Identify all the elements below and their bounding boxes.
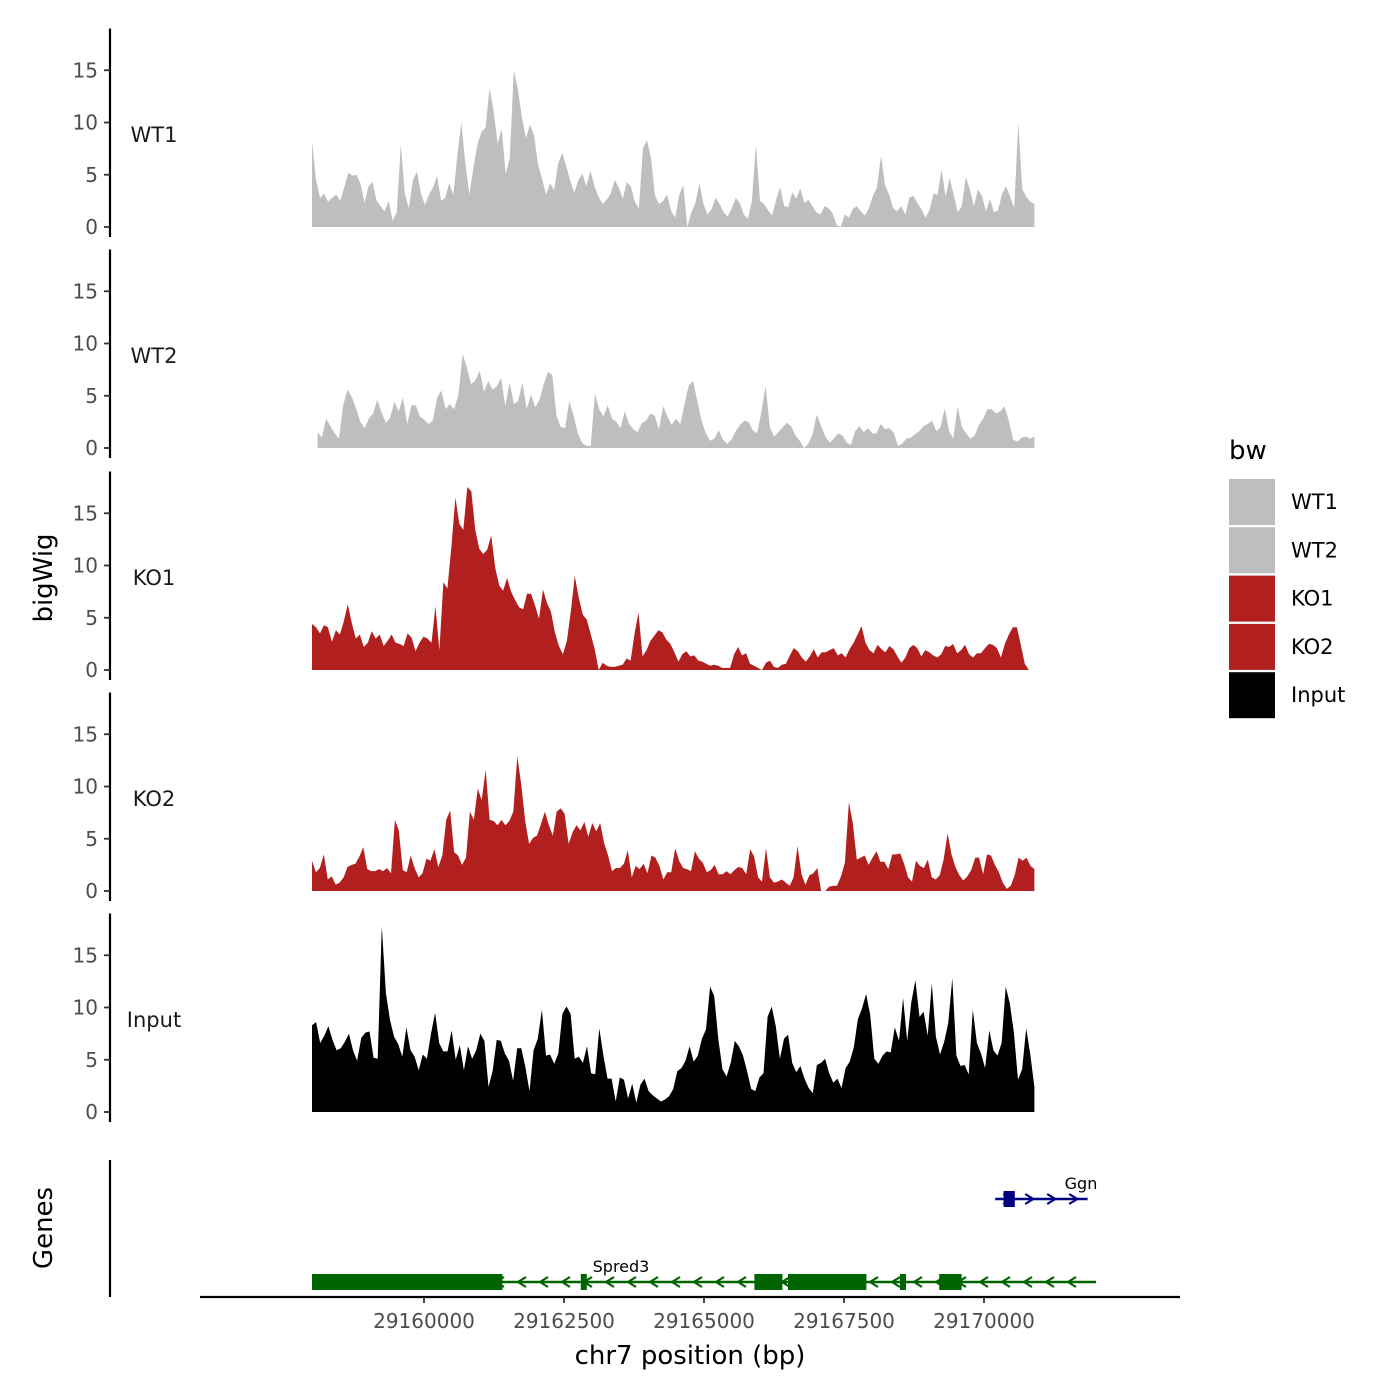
track-wt1-y-tick-label: 0: [85, 215, 98, 239]
gene-spred3-strand-arrow: [515, 1276, 527, 1288]
track-ko2-y-tick-label: 10: [73, 775, 98, 799]
gene-spred3-strand-arrow: [735, 1276, 747, 1288]
track-input-y-tick-label: 15: [73, 943, 98, 967]
track-ko1-label: KO1: [133, 566, 176, 590]
gene-spred3-strand-arrow: [647, 1276, 659, 1288]
x-tick-label: 29162500: [513, 1309, 615, 1333]
legend-label-wt1: WT1: [1291, 490, 1338, 514]
gene-spred3-strand-arrow: [889, 1276, 901, 1288]
legend-swatch-wt1: [1229, 479, 1275, 525]
legend-swatch-ko2: [1229, 623, 1275, 670]
track-wt1-y-tick-label: 15: [73, 58, 98, 82]
track-wt2-area: [317, 353, 1035, 448]
track-wt2-y-tick-label: 5: [85, 384, 98, 408]
track-input-label: Input: [127, 1008, 181, 1032]
track-ko1-area: [312, 487, 1029, 670]
gene-ggn: Ggn: [995, 1174, 1097, 1207]
legend-swatch-ko1: [1229, 575, 1275, 622]
track-ko2-area: [312, 756, 1035, 891]
track-input: 0 5 10 15 Input: [73, 913, 1035, 1124]
gene-spred3-exon: [788, 1274, 867, 1290]
gene-annotation-track: Spred3 Ggn: [108, 1160, 1097, 1297]
track-ko2-y-tick-label: 0: [85, 879, 98, 903]
track-input-y-tick-label: 10: [73, 996, 98, 1020]
gene-spred3-exon: [754, 1274, 783, 1290]
legend-label-ko1: KO1: [1291, 587, 1334, 611]
track-wt2-label: WT2: [131, 344, 178, 368]
track-ko2-y-tick-label: 15: [73, 722, 98, 746]
track-wt1: 0 5 10 15 WT1: [73, 28, 1035, 239]
gene-spred3-strand-arrow: [977, 1276, 989, 1288]
x-tick-label: 29160000: [373, 1309, 475, 1333]
track-input-y-tick-label: 5: [85, 1048, 98, 1072]
track-ko1-y-tick-label: 15: [73, 501, 98, 525]
legend-label-ko2: KO2: [1291, 635, 1334, 659]
gene-spred3-strand-arrow: [625, 1276, 637, 1288]
gene-spred3-strand-arrow: [537, 1276, 549, 1288]
track-wt2: 0 5 10 15 WT2: [73, 249, 1035, 460]
gene-spred3-strand-arrow: [603, 1276, 615, 1288]
track-wt1-y-tick-label: 10: [73, 111, 98, 135]
track-ko2: 0 5 10 15 KO2: [73, 692, 1035, 903]
track-wt1-label: WT1: [131, 123, 178, 147]
track-ko1-y-tick-label: 10: [73, 554, 98, 578]
track-ko1: 0 5 10 15 KO1: [73, 471, 1029, 682]
gene-spred3-strand-arrow: [713, 1276, 725, 1288]
track-wt2-y-tick-label: 15: [73, 279, 98, 303]
track-input-area: [312, 926, 1035, 1112]
y-axis-title: bigWig: [29, 533, 59, 622]
legend-swatch-wt2: [1229, 527, 1275, 574]
gene-ggn-strand-arrow: [1024, 1193, 1036, 1205]
track-wt1-y-tick-label: 5: [85, 163, 98, 187]
x-tick-label: 29170000: [933, 1309, 1035, 1333]
genes-axis-title: Genes: [29, 1187, 59, 1269]
x-tick-label: 29167500: [793, 1309, 895, 1333]
track-ko1-y-tick-label: 0: [85, 658, 98, 682]
track-wt2-y-tick-label: 10: [73, 332, 98, 356]
track-ko1-y-tick-label: 5: [85, 606, 98, 630]
track-wt2-y-tick-label: 0: [85, 436, 98, 460]
gene-spred3-strand-arrow: [867, 1276, 879, 1288]
gene-spred3: Spred3: [312, 1257, 1096, 1290]
gene-spred3-strand-arrow: [911, 1276, 923, 1288]
gene-ggn-exon: [1003, 1191, 1015, 1207]
gene-ggn-strand-arrow: [1046, 1193, 1058, 1205]
coverage-tracks: 0 5 10 15 WT1 0 5 10 15 WT2 0 5 10 15 KO1 0 5 10 15 KO2 0 5 10…: [73, 28, 1035, 1124]
gene-spred3-exon: [580, 1274, 587, 1290]
track-input-y-tick-label: 0: [85, 1100, 98, 1124]
legend-label-input: Input: [1291, 683, 1345, 707]
legend-label-wt2: WT2: [1291, 538, 1338, 562]
track-ko2-label: KO2: [133, 787, 176, 811]
gene-spred3-strand-arrow: [1065, 1276, 1077, 1288]
gene-spred3-exon: [939, 1274, 962, 1290]
gene-spred3-label: Spred3: [593, 1257, 650, 1276]
legend: bw WT1 WT2 KO1 KO2 Input: [1229, 436, 1345, 719]
x-tick-label: 29165000: [653, 1309, 755, 1333]
legend-title: bw: [1229, 436, 1267, 466]
gene-spred3-exon: [312, 1274, 503, 1290]
gene-spred3-strand-arrow: [669, 1276, 681, 1288]
gene-spred3-strand-arrow: [1021, 1276, 1033, 1288]
gene-spred3-strand-arrow: [691, 1276, 703, 1288]
track-ko2-y-tick-label: 5: [85, 827, 98, 851]
track-wt1-area: [312, 70, 1035, 227]
gene-spred3-strand-arrow: [1043, 1276, 1055, 1288]
gene-ggn-label: Ggn: [1065, 1174, 1098, 1193]
legend-swatch-input: [1229, 672, 1275, 719]
gene-spred3-strand-arrow: [559, 1276, 571, 1288]
gene-ggn-strand-arrow: [1068, 1193, 1080, 1205]
x-axis-title: chr7 position (bp): [575, 1341, 806, 1371]
x-axis: 29160000 29162500 29165000 29167500 29170000: [200, 1295, 1180, 1333]
gene-spred3-strand-arrow: [999, 1276, 1011, 1288]
gene-spred3-exon: [900, 1274, 906, 1290]
